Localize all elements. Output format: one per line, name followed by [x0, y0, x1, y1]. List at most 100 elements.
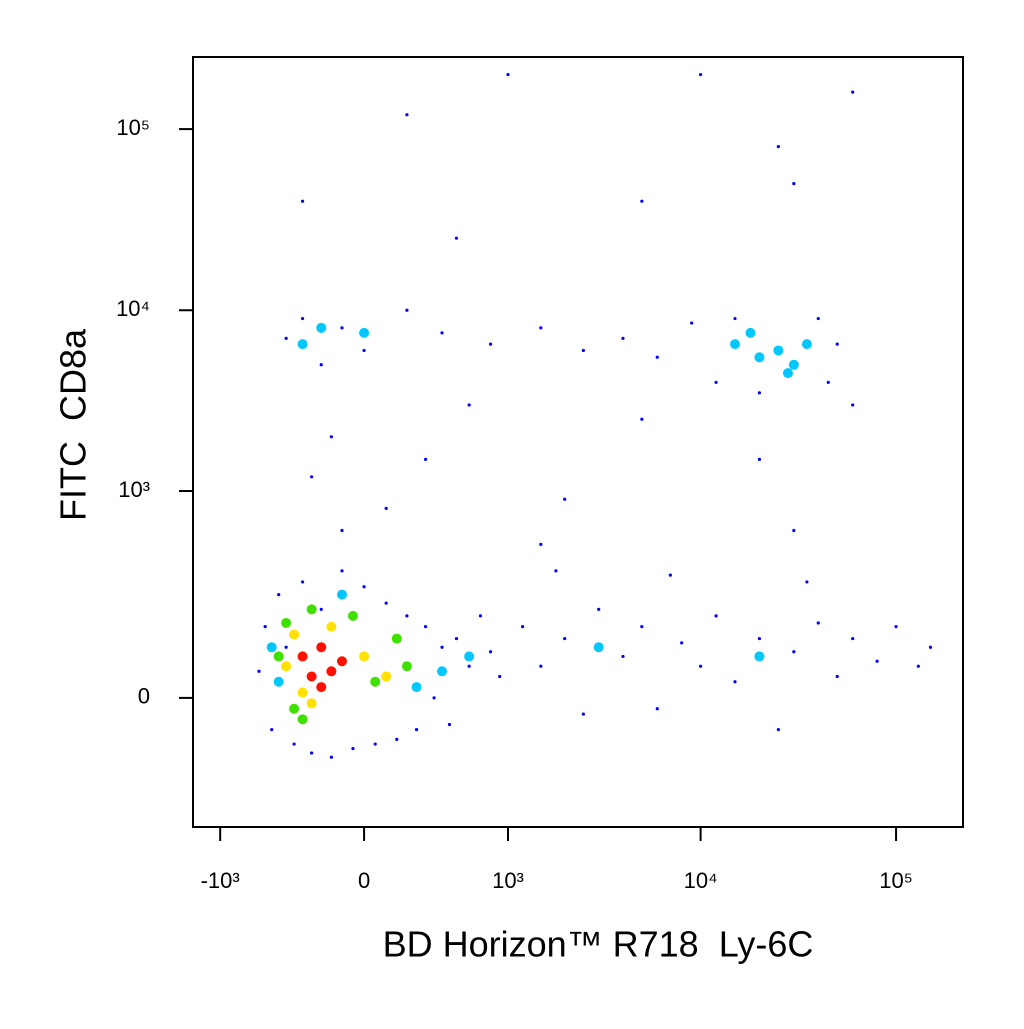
- data-point: [359, 651, 370, 662]
- data-point: [316, 642, 327, 653]
- data-point: [745, 327, 756, 338]
- data-point: [757, 636, 762, 641]
- data-point: [284, 336, 288, 340]
- y-tick-label: 10⁵: [116, 115, 150, 140]
- data-point: [539, 326, 543, 330]
- y-axis-title: FITC CD8a: [53, 328, 94, 521]
- data-point: [329, 755, 333, 759]
- data-point: [640, 199, 644, 203]
- data-point: [597, 607, 601, 611]
- data-point: [776, 145, 780, 149]
- data-point: [316, 682, 327, 693]
- data-point: [362, 585, 366, 589]
- x-tick-label: 10³: [492, 868, 524, 893]
- data-point: [788, 359, 799, 370]
- data-point: [329, 435, 333, 439]
- data-point: [640, 417, 644, 421]
- data-point: [432, 696, 436, 700]
- data-point: [306, 698, 317, 709]
- data-point: [714, 380, 718, 384]
- data-point: [273, 651, 284, 662]
- data-point: [539, 664, 543, 668]
- data-point: [266, 642, 277, 653]
- data-point: [539, 542, 543, 546]
- data-point: [467, 664, 471, 668]
- data-point: [699, 72, 703, 77]
- data-point: [300, 199, 305, 203]
- data-point: [851, 90, 855, 94]
- x-tick-label: 10⁴: [684, 868, 718, 893]
- data-point: [336, 656, 347, 667]
- data-point: [554, 569, 558, 573]
- data-point: [816, 316, 820, 321]
- data-point: [326, 666, 337, 677]
- data-point: [336, 589, 347, 600]
- data-point: [257, 669, 261, 673]
- data-point: [281, 661, 292, 672]
- y-tick-label: 0: [138, 684, 150, 709]
- data-point: [894, 625, 898, 629]
- x-tick-label: 10⁵: [879, 868, 913, 893]
- data-point: [405, 308, 409, 312]
- data-point: [506, 72, 510, 77]
- data-point: [851, 636, 855, 641]
- data-point: [310, 751, 314, 755]
- data-point: [563, 636, 567, 641]
- data-point: [792, 650, 796, 654]
- data-point: [498, 674, 502, 679]
- data-point: [805, 580, 809, 584]
- data-point: [281, 617, 292, 628]
- data-point: [292, 742, 296, 746]
- data-point: [306, 604, 317, 615]
- data-point: [340, 569, 344, 573]
- data-point: [655, 355, 659, 359]
- data-point: [773, 345, 784, 356]
- data-point: [640, 625, 644, 629]
- data-point: [289, 629, 300, 640]
- data-point: [351, 746, 355, 751]
- data-point: [440, 645, 444, 649]
- data-point: [297, 714, 308, 725]
- data-point: [835, 674, 839, 679]
- data-point: [699, 664, 703, 668]
- y-tick-label: 10⁴: [116, 296, 150, 321]
- data-point: [391, 633, 402, 644]
- data-point: [875, 659, 879, 663]
- data-point: [478, 614, 483, 618]
- data-point: [782, 368, 793, 379]
- data-point: [776, 727, 780, 732]
- data-point: [306, 671, 317, 682]
- data-point: [414, 727, 419, 732]
- data-point: [464, 651, 475, 662]
- data-point: [792, 182, 796, 186]
- data-point: [835, 342, 839, 346]
- data-point: [340, 528, 344, 533]
- data-point: [381, 671, 392, 682]
- data-point: [405, 113, 409, 117]
- data-point: [581, 348, 585, 353]
- data-point: [816, 621, 820, 625]
- data-point: [384, 601, 388, 605]
- data-point: [297, 651, 308, 662]
- x-tick-label: -10³: [201, 868, 240, 893]
- data-point: [454, 236, 459, 240]
- data-point: [447, 722, 452, 727]
- data-point: [370, 676, 381, 687]
- data-point: [757, 391, 762, 395]
- data-point: [563, 497, 567, 501]
- data-point: [851, 403, 855, 407]
- data-point: [467, 403, 471, 407]
- data-point: [401, 661, 412, 672]
- data-point: [273, 676, 284, 687]
- data-point: [319, 363, 323, 367]
- data-point: [440, 331, 444, 335]
- data-point: [316, 322, 327, 333]
- data-point: [347, 610, 358, 621]
- data-point: [655, 707, 659, 711]
- data-point: [581, 712, 585, 716]
- data-point: [488, 342, 493, 346]
- data-point: [359, 327, 370, 338]
- data-point: [437, 666, 448, 677]
- data-point: [362, 348, 366, 353]
